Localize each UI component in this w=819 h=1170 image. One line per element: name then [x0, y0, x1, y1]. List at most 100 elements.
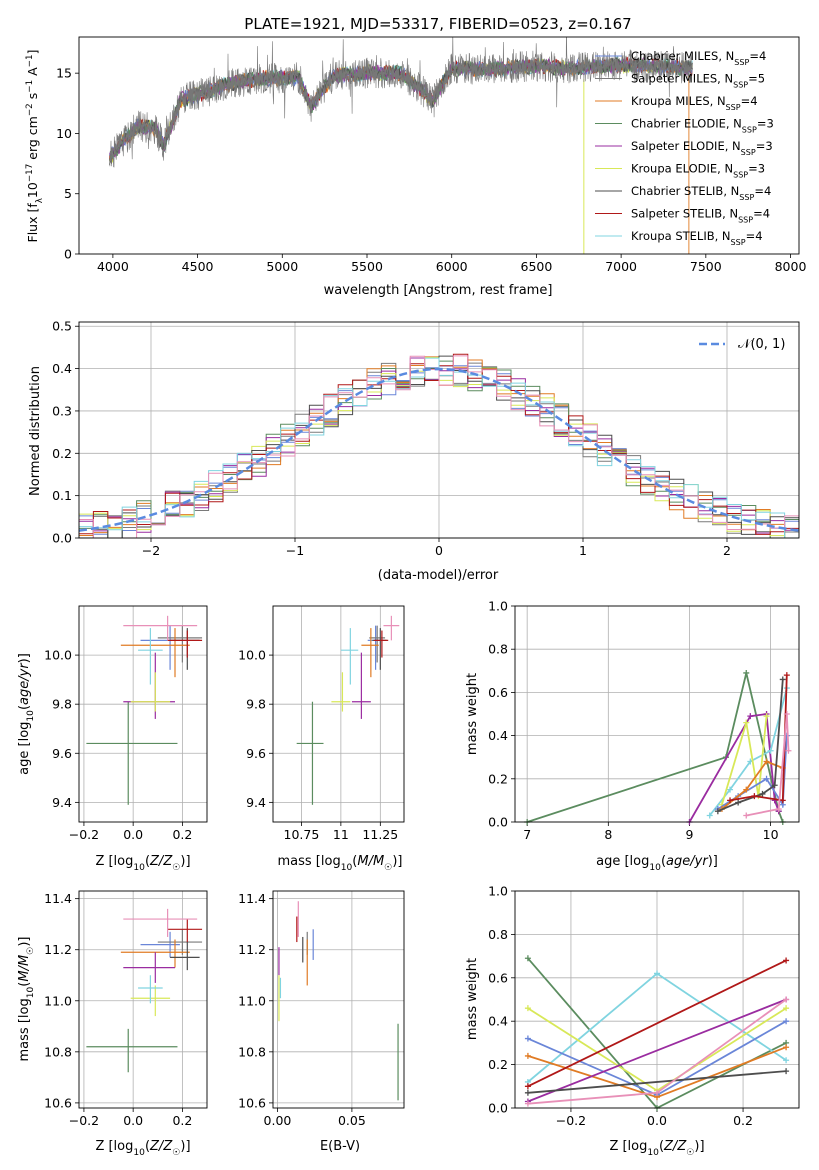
- y-tick-label: 0.8: [488, 642, 508, 657]
- y-tick-label: 9.8: [246, 697, 266, 712]
- series-line-pink: [746, 713, 790, 817]
- series-marker-kroupa_stelib: [783, 1057, 790, 1064]
- y-tick-label: 9.6: [246, 746, 266, 761]
- axes-frame: [514, 605, 800, 823]
- x-tick-label: 0.0: [123, 1113, 143, 1128]
- x-tick-label: 10.75: [284, 827, 320, 842]
- series-marker-pink: [783, 996, 790, 1003]
- y-tick-label: 9.4: [52, 795, 72, 810]
- x-tick-label: −0.2: [69, 1113, 99, 1128]
- series-marker-pink: [654, 1089, 660, 1096]
- series-marker-kroupa_elodie: [783, 1005, 790, 1012]
- y-tick-label: 10.6: [238, 1095, 266, 1110]
- normal-curve: [79, 367, 799, 532]
- legend-label: Chabrier STELIB, NSSP=4: [631, 184, 771, 202]
- x-axis-label: Z [log10(Z/Z☉)]: [95, 1139, 190, 1158]
- series-marker-kroupa_stelib: [706, 812, 713, 819]
- x-tick-label: −2: [142, 543, 160, 558]
- y-tick-label: 0.6: [488, 685, 508, 700]
- y-tick-label: 5: [64, 186, 72, 201]
- series-marker-kroupa_miles: [763, 758, 770, 765]
- series-marker-kroupa_stelib: [654, 970, 660, 977]
- y-tick-label: 0.2: [488, 771, 508, 786]
- y-tick-label: 0.5: [52, 319, 72, 334]
- x-tick-label: 0.2: [172, 1113, 192, 1128]
- observed-spectrum: [109, 37, 693, 168]
- series-marker-salpeter_stelib: [727, 797, 734, 804]
- histogram-kroupa_stelib: [79, 357, 799, 538]
- y-tick-label: 0.8: [488, 927, 508, 942]
- x-tick-label: 6000: [436, 259, 468, 274]
- x-tick-label: −0.2: [69, 827, 99, 842]
- y-axis-label: Flux [fλ10−17 erg cm−2 s−1 A−1]: [25, 50, 45, 243]
- series-marker-pink: [785, 747, 792, 754]
- plot-area: [79, 353, 799, 538]
- plot-area: [109, 37, 693, 254]
- y-tick-label: 11.0: [44, 993, 72, 1008]
- x-tick-label: 5500: [351, 259, 383, 274]
- series-marker-salpeter_stelib: [751, 793, 758, 800]
- series-line-chabrier_stelib: [527, 1070, 787, 1094]
- series-marker-chabrier_stelib: [714, 808, 721, 815]
- series-marker-chabrier_miles: [524, 1035, 531, 1042]
- x-tick-label: 0.00: [264, 1113, 292, 1128]
- plot-area: [524, 955, 790, 1111]
- series-marker-kroupa_elodie: [524, 1005, 531, 1012]
- x-tick-label: 2: [723, 543, 731, 558]
- y-tick-label: 11.0: [238, 993, 266, 1008]
- y-tick-label: 11.4: [238, 891, 266, 906]
- y-tick-label: 9.6: [52, 746, 72, 761]
- series-marker-chabrier_miles: [763, 775, 770, 782]
- series-marker-kroupa_miles: [783, 1044, 790, 1051]
- y-axis-label: mass weight: [465, 673, 480, 755]
- x-tick-label: −1: [286, 543, 304, 558]
- y-tick-label: 0.2: [488, 1057, 508, 1072]
- series-marker-chabrier_stelib: [759, 790, 766, 797]
- x-axis-label: wavelength [Angstrom, rest frame]: [324, 283, 553, 298]
- x-tick-label: 10: [763, 827, 779, 842]
- plot-area: [524, 669, 792, 825]
- series-marker-kroupa_elodie: [743, 719, 750, 726]
- series-marker-chabrier_stelib: [524, 1089, 531, 1096]
- axes-frame: [514, 890, 800, 1109]
- x-tick-label: 8: [604, 827, 612, 842]
- x-tick-label: 0.0: [647, 1113, 667, 1128]
- x-tick-label: 7500: [690, 259, 722, 274]
- x-tick-label: 0.0: [123, 827, 143, 842]
- series-marker-salpeter_stelib: [783, 672, 790, 679]
- y-tick-label: 0.2: [52, 446, 72, 461]
- legend-label: Salpeter ELODIE, NSSP=3: [631, 139, 773, 157]
- x-axis-label: (data-model)/error: [378, 568, 499, 583]
- figure-title: PLATE=1921, MJD=53317, FIBERID=0523, z=0…: [244, 15, 631, 33]
- axes-frame: [272, 605, 405, 823]
- x-tick-label: −0.2: [556, 1113, 586, 1128]
- legend-label: Salpeter MILES, NSSP=5: [631, 72, 765, 90]
- x-tick-label: 9: [685, 827, 693, 842]
- series-marker-chabrier_elodie: [743, 669, 750, 676]
- series-marker-chabrier_stelib: [771, 782, 778, 789]
- y-tick-label: 10.0: [238, 648, 266, 663]
- series-marker-salpeter_stelib: [524, 1083, 531, 1090]
- x-tick-label: 5000: [266, 259, 298, 274]
- series-marker-pink: [743, 812, 750, 819]
- x-axis-label: age [log10(age/yr)]: [596, 854, 718, 873]
- plot-area: [278, 901, 399, 1101]
- y-axis-label: mass weight: [465, 958, 480, 1040]
- y-axis-label: Normed distribution: [28, 366, 43, 496]
- y-tick-label: 1.0: [488, 599, 508, 614]
- y-tick-label: 9.4: [246, 795, 266, 810]
- y-tick-label: 0.0: [52, 531, 72, 546]
- y-tick-label: 15: [56, 66, 72, 81]
- x-tick-label: 0: [435, 543, 443, 558]
- series-marker-kroupa_stelib: [767, 747, 774, 754]
- y-tick-label: 0.0: [488, 815, 508, 830]
- y-tick-label: 0.4: [52, 361, 72, 376]
- x-tick-label: 11.25: [362, 827, 398, 842]
- axes-frame: [78, 36, 800, 255]
- axes-frame: [78, 890, 208, 1109]
- y-tick-label: 0.6: [488, 970, 508, 985]
- series-marker-pink: [775, 806, 782, 813]
- y-tick-label: 11.2: [44, 942, 72, 957]
- y-tick-label: 0.3: [52, 403, 72, 418]
- y-axis-label: age [log10(age/yr)]: [17, 653, 36, 775]
